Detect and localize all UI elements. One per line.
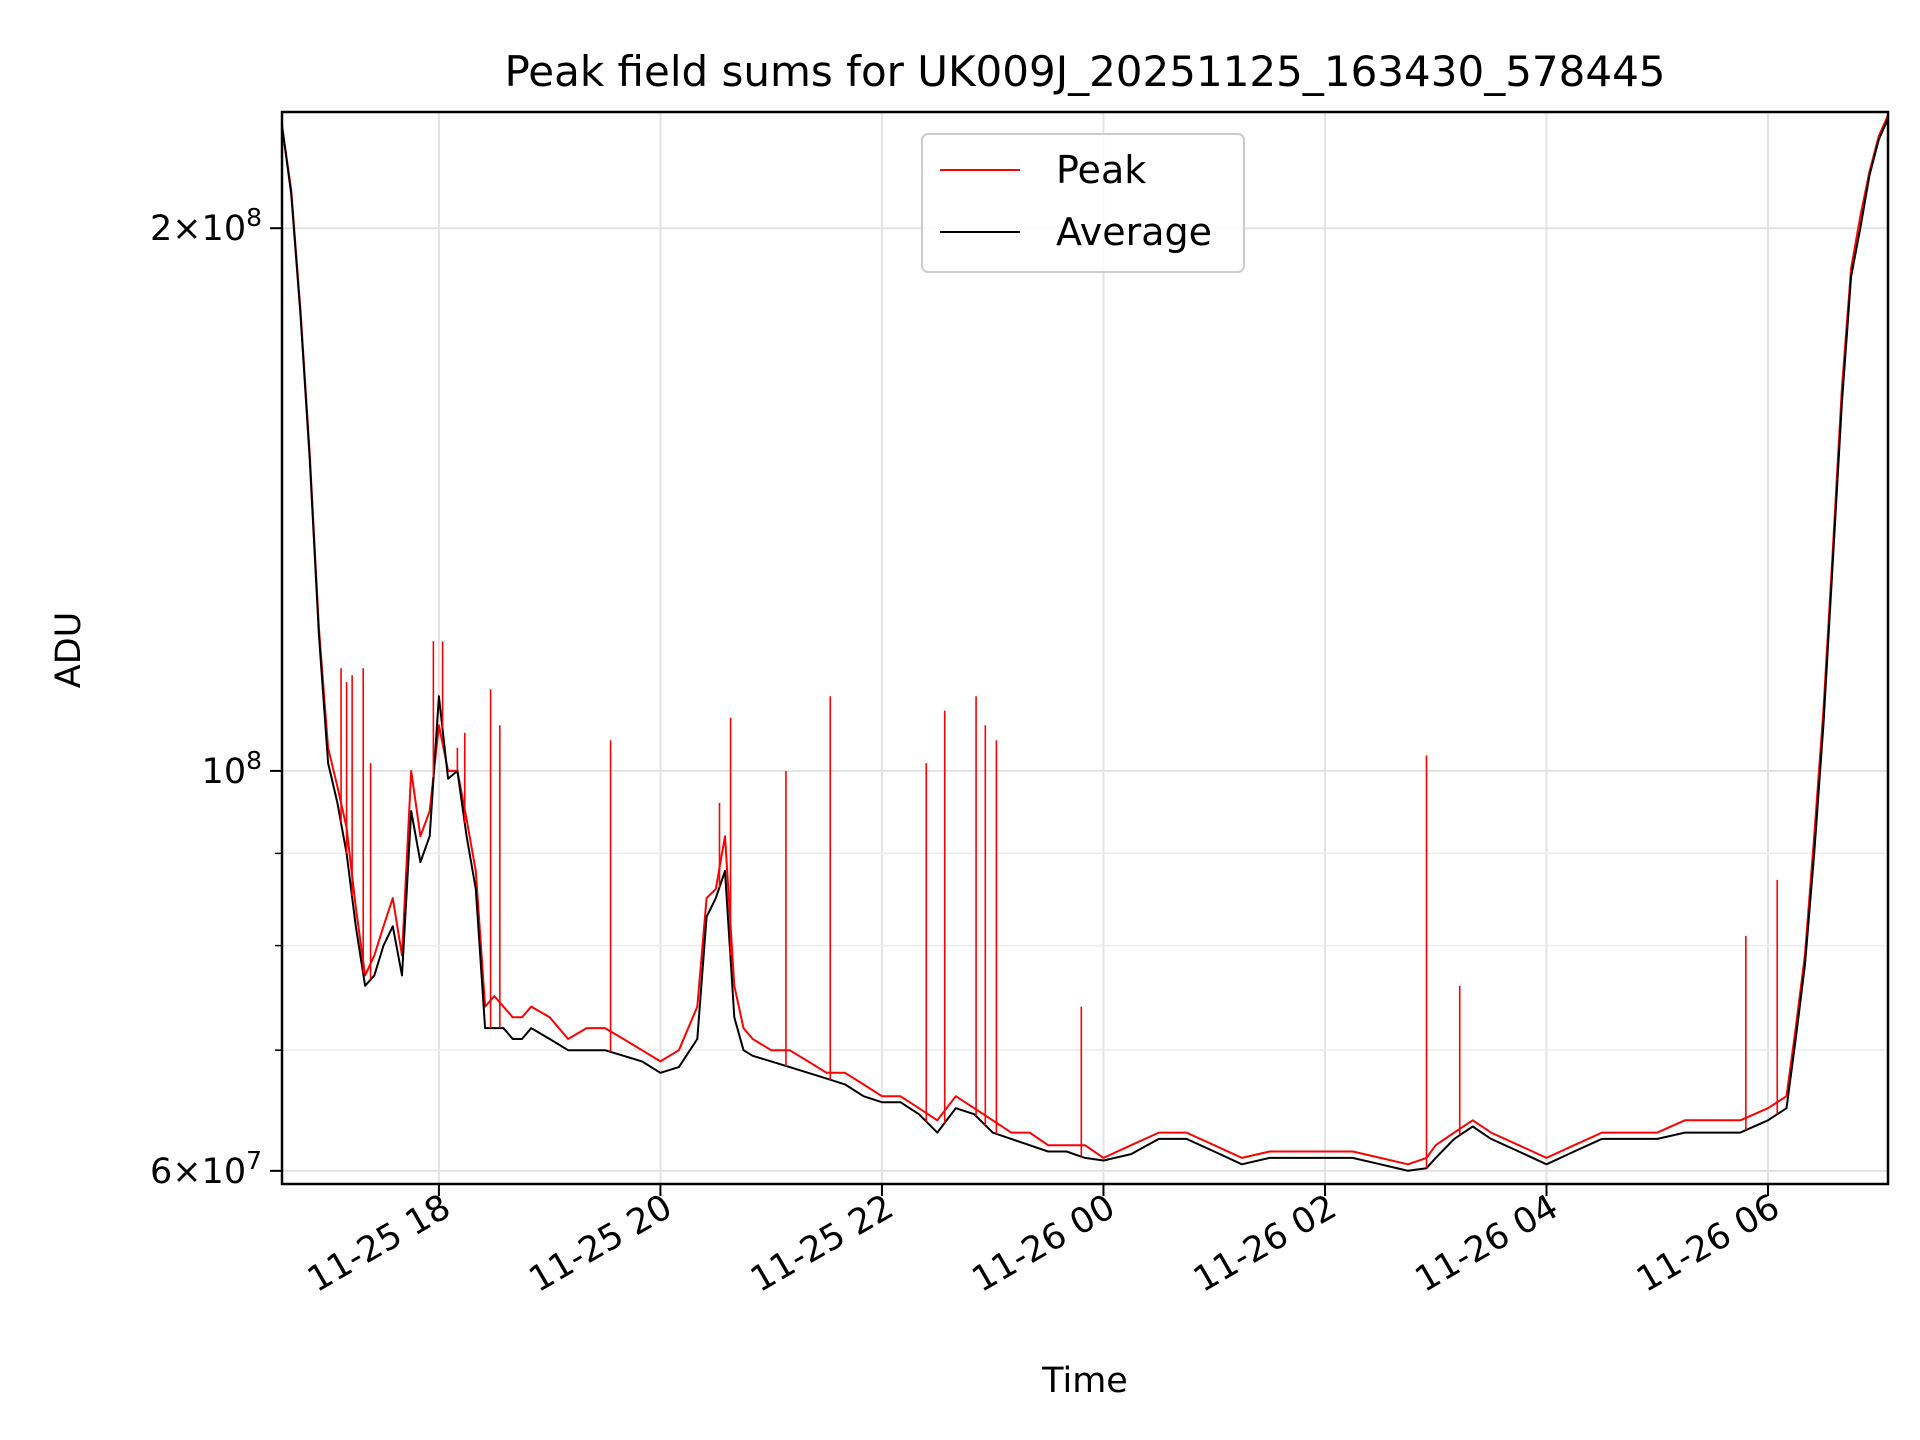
series-line-average [281, 118, 1889, 1172]
axes-frame [280, 110, 1890, 1186]
y-tick-label: 2×108 [150, 203, 262, 249]
series-layer [281, 114, 1889, 1172]
plot-area [281, 114, 1889, 1172]
legend-label-average: Average [1056, 210, 1212, 254]
y-axis-label: ADU [49, 612, 89, 689]
legend: Peak Average [921, 133, 1245, 273]
x-axis-label: Time [1041, 1361, 1128, 1401]
chart-title: Peak field sums for UK009J_20251125_1634… [504, 47, 1665, 96]
y-tick-label: 6×107 [150, 1146, 262, 1192]
y-tick-label: 108 [202, 746, 262, 792]
legend-label-peak: Peak [1056, 148, 1146, 192]
legend-frame [921, 133, 1245, 273]
